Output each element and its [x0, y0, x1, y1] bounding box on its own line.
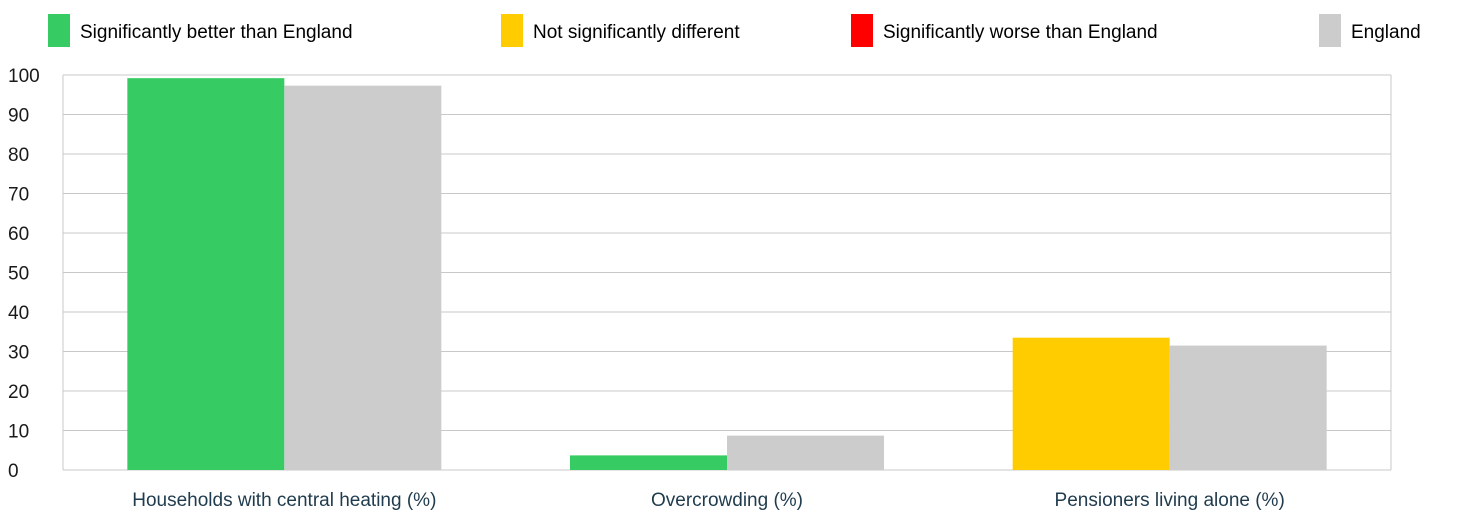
bar-england-cat2 [727, 435, 884, 470]
legend-label-not-different: Not significantly different [533, 22, 740, 43]
bar-local-cat1 [127, 78, 285, 470]
y-tick-label-30: 30 [8, 343, 29, 364]
y-tick-label-90: 90 [8, 106, 29, 127]
y-axis-ticks: 0 10 20 30 40 50 60 70 80 90 100 [8, 66, 40, 482]
x-axis-categories: Households with central heating (%) Overc… [132, 490, 1285, 511]
bar-england-cat1 [284, 85, 442, 470]
legend: Significantly better than England Not sig… [48, 14, 1421, 47]
x-category-label-3: Pensioners living alone (%) [1055, 490, 1285, 511]
y-tick-label-60: 60 [8, 224, 29, 245]
legend-swatch-not-different [501, 14, 523, 47]
y-tick-label-20: 20 [8, 382, 29, 403]
y-tick-label-0: 0 [8, 461, 19, 482]
y-tick-label-70: 70 [8, 185, 29, 206]
y-tick-label-80: 80 [8, 145, 29, 166]
legend-swatch-worse [851, 14, 873, 47]
legend-swatch-better [48, 14, 70, 47]
bars [127, 78, 1327, 470]
bar-local-cat2 [570, 455, 727, 470]
bar-england-cat3 [1169, 345, 1327, 470]
legend-label-worse: Significantly worse than England [883, 22, 1158, 43]
y-tick-label-50: 50 [8, 264, 29, 285]
legend-label-better: Significantly better than England [80, 22, 353, 43]
legend-label-england: England [1351, 22, 1421, 43]
y-tick-label-10: 10 [8, 422, 29, 443]
y-tick-label-40: 40 [8, 303, 29, 324]
y-tick-label-100: 100 [8, 66, 40, 87]
legend-swatch-england [1319, 14, 1341, 47]
bar-local-cat3 [1012, 337, 1170, 470]
x-category-label-1: Households with central heating (%) [132, 490, 436, 511]
x-category-label-2: Overcrowding (%) [651, 490, 803, 511]
